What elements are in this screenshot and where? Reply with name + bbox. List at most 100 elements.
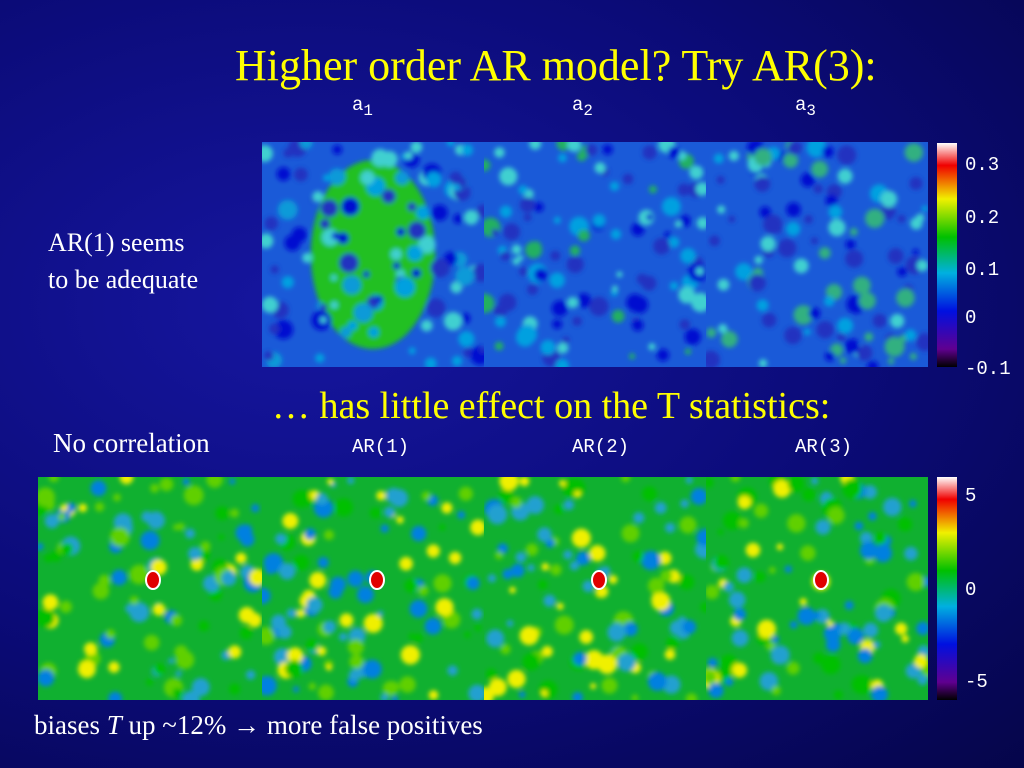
speckle	[872, 313, 887, 328]
subscript: 1	[363, 101, 373, 120]
speckle	[519, 477, 530, 487]
speckle	[339, 613, 354, 628]
speckle	[498, 293, 517, 312]
speckle	[550, 564, 562, 576]
speckle	[793, 305, 814, 325]
speckle	[113, 493, 121, 502]
texture	[484, 142, 706, 367]
speckle	[428, 690, 439, 700]
speckle	[342, 275, 362, 295]
colorbar	[937, 143, 957, 367]
speckle	[407, 221, 426, 240]
speckle	[856, 344, 873, 361]
speckle	[569, 245, 581, 256]
speckle	[872, 640, 881, 649]
speckle	[917, 674, 928, 686]
speckle	[484, 687, 494, 700]
speckle	[407, 245, 423, 261]
speckle	[813, 652, 825, 664]
speckle	[641, 550, 661, 571]
speckle	[654, 501, 667, 514]
speckle	[666, 636, 679, 650]
speckle	[837, 317, 854, 334]
label: a	[572, 94, 584, 116]
speckle	[410, 525, 427, 542]
speckle	[629, 353, 636, 360]
speckle	[488, 678, 507, 697]
speckle	[90, 480, 107, 497]
speckle	[897, 214, 906, 223]
speckle	[441, 502, 453, 514]
speckle	[811, 160, 829, 178]
speckle	[754, 176, 771, 192]
speckle	[873, 544, 893, 563]
speckle	[813, 184, 823, 194]
speckle	[665, 522, 676, 533]
speckle	[499, 477, 519, 491]
speckle	[706, 477, 714, 488]
speckle	[509, 586, 516, 594]
texture	[706, 142, 928, 367]
speckle	[129, 595, 139, 605]
speckle	[502, 568, 513, 580]
speckle	[431, 204, 448, 221]
speckle	[863, 622, 879, 638]
colorbar	[937, 477, 957, 700]
speckle	[799, 598, 807, 606]
speckle	[800, 545, 816, 561]
speckle	[680, 248, 696, 264]
texture	[484, 477, 706, 700]
speckle	[479, 346, 484, 354]
footer: biases T up ~12% → more false positives	[34, 710, 483, 741]
speckle	[728, 150, 740, 162]
speckle	[562, 336, 570, 344]
speckle	[458, 331, 475, 348]
speckle	[576, 551, 591, 566]
speckle	[421, 491, 431, 501]
speckle	[241, 524, 253, 536]
speckle	[882, 497, 902, 517]
speckle	[797, 606, 816, 626]
speckle	[621, 524, 640, 543]
label: a	[352, 94, 364, 116]
speckle	[273, 320, 294, 340]
speckle	[859, 531, 873, 545]
title: Higher order AR model? Try AR(3):	[235, 41, 877, 90]
speckle	[754, 571, 766, 583]
speckle	[275, 533, 287, 545]
speckle	[668, 146, 681, 159]
speckle	[540, 339, 556, 355]
speckle	[664, 231, 671, 239]
speckle	[677, 183, 691, 196]
speckle	[648, 343, 656, 351]
speckle	[249, 568, 262, 586]
speckle	[78, 660, 96, 679]
speckle	[653, 237, 670, 255]
speckle	[159, 477, 174, 492]
speckle	[92, 582, 110, 600]
speckle	[803, 328, 811, 336]
speckle	[308, 682, 316, 691]
speckle	[198, 620, 210, 632]
speckle	[638, 209, 655, 226]
speckle	[761, 312, 777, 328]
speckle	[125, 603, 135, 614]
speckle	[375, 295, 383, 303]
speckle	[563, 499, 575, 511]
line: to be adequate	[48, 265, 199, 294]
speckle	[685, 693, 698, 700]
speckle	[270, 265, 279, 274]
text: up ~12% → more false positives	[121, 710, 483, 740]
hotspot	[145, 570, 161, 590]
speckle	[558, 153, 567, 163]
speckle	[871, 686, 889, 700]
speckle	[611, 309, 625, 323]
col-label: a1	[352, 94, 373, 120]
speckle	[283, 148, 293, 158]
speckle	[262, 627, 275, 645]
speckle	[534, 268, 548, 282]
speckle	[317, 556, 329, 568]
speckle	[706, 350, 720, 367]
speckle	[810, 237, 819, 245]
speckle	[806, 142, 826, 158]
